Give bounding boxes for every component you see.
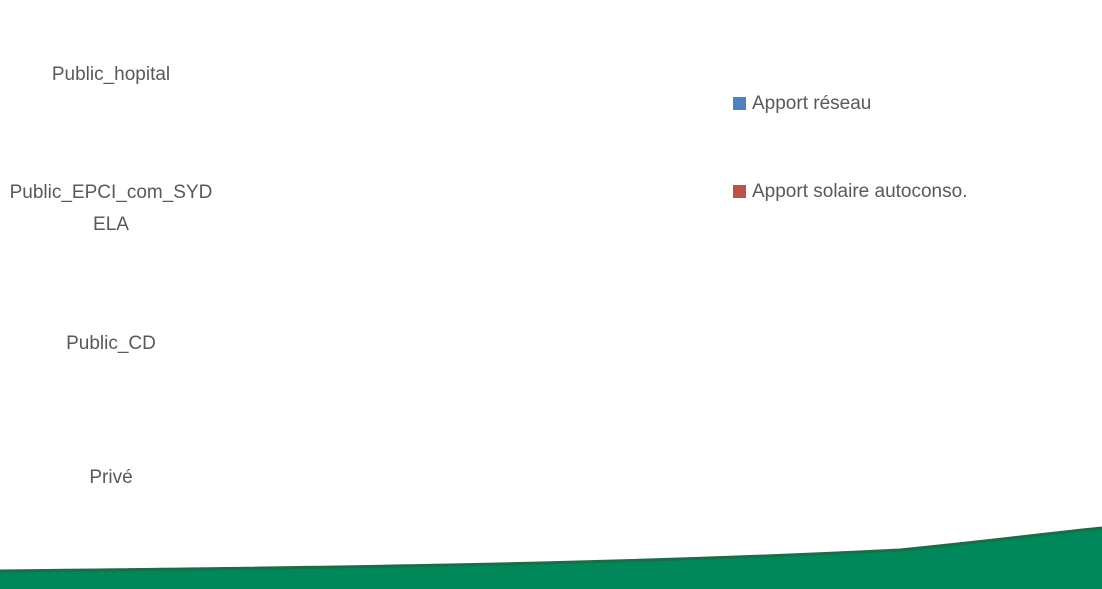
legend-label: Apport réseau (752, 93, 871, 114)
y-tick-label: Public_CD (66, 332, 156, 354)
y-tick-label: Public_EPCI_com_SYDELA (9, 182, 213, 236)
legend-label: Apport solaire autoconso. (752, 181, 967, 202)
y-tick-label: Privé (89, 466, 133, 488)
decor-wave (0, 528, 1102, 589)
legend-swatch (733, 185, 746, 198)
decor-wave-edge (0, 526, 1102, 573)
legend-swatch (733, 97, 746, 110)
y-tick-label: Public_hopital (51, 64, 171, 86)
